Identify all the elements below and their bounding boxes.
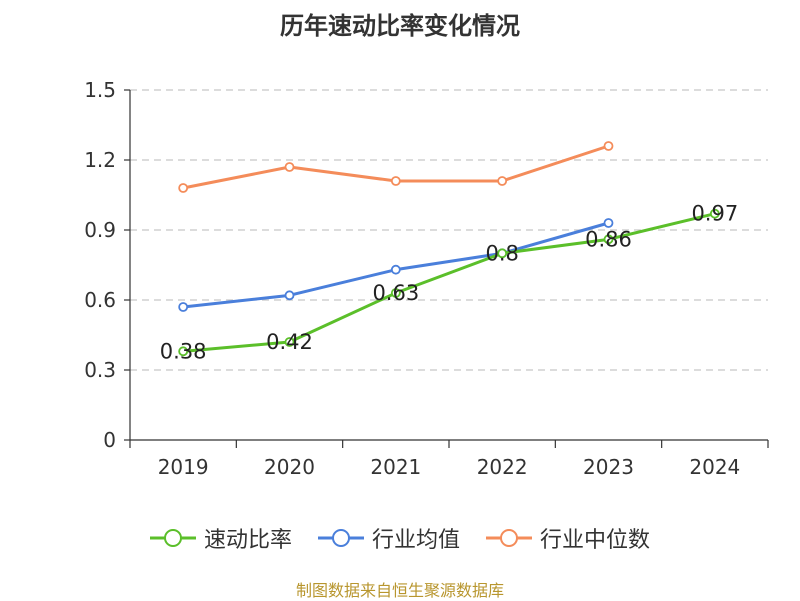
series-layer: 0.38 0.42 0.63 0.8 0.86 0.97 — [160, 141, 738, 363]
data-point — [178, 346, 189, 357]
gridlines — [130, 89, 768, 371]
data-point — [390, 176, 401, 186]
data-label: 0.63 — [372, 281, 419, 305]
data-label: 0.86 — [585, 227, 632, 251]
data-point — [284, 290, 295, 301]
source-note: 制图数据来自恒生聚源数据库 — [295, 581, 504, 600]
chart-title: 历年速动比率变化情况 — [280, 12, 520, 40]
data-point — [178, 183, 189, 193]
legend-label: 行业中位数 — [540, 528, 651, 553]
y-tick-label: 1.2 — [84, 148, 116, 172]
x-tick-label: 2023 — [583, 455, 634, 479]
y-tick-label: 0.9 — [84, 218, 116, 242]
legend-item[interactable]: 速动比率 — [149, 522, 292, 554]
y-tick-label: 0.6 — [84, 288, 116, 312]
data-point — [497, 248, 508, 259]
data-point — [497, 176, 508, 186]
data-point — [709, 208, 720, 219]
x-tick-label: 2020 — [264, 455, 315, 479]
x-tick-label: 2021 — [370, 455, 421, 479]
data-label: 0.38 — [160, 339, 207, 363]
data-point — [390, 288, 401, 298]
data-point — [390, 264, 401, 275]
legend-swatch — [317, 529, 364, 547]
data-point — [284, 162, 295, 172]
data-point — [284, 337, 295, 347]
data-point — [603, 234, 614, 245]
axes: 0 0.3 0.6 0.9 1.2 1.5 2019 2020 2021 2022 2023 2024 — [84, 78, 769, 479]
legend-item[interactable]: 行业中位数 — [486, 522, 650, 554]
x-tick-label: 2022 — [477, 455, 528, 479]
series-line — [183, 212, 716, 353]
legend-swatch — [149, 529, 196, 547]
data-label: 0.8 — [485, 241, 518, 265]
data-label: 0.42 — [266, 330, 313, 354]
legend-swatch-marker — [331, 529, 350, 547]
legend-swatch-marker — [500, 529, 518, 547]
y-tick-label: 1.5 — [84, 78, 116, 102]
data-label: 0.97 — [691, 202, 738, 226]
legend-label: 行业均值 — [371, 528, 460, 553]
y-tick-label: 0 — [103, 428, 116, 452]
x-tick-label: 2019 — [158, 455, 209, 479]
legend: 速动比率 行业均值 行业中位数 — [0, 520, 800, 556]
legend-swatch-marker — [163, 529, 182, 547]
legend-swatch — [486, 529, 532, 547]
data-point — [603, 218, 614, 228]
legend-item[interactable]: 行业均值 — [317, 522, 460, 554]
y-tick-label: 0.3 — [84, 358, 116, 382]
data-point — [603, 141, 614, 151]
legend-label: 速动比率 — [203, 528, 292, 553]
data-point — [178, 302, 189, 312]
x-tick-label: 2024 — [689, 455, 740, 479]
